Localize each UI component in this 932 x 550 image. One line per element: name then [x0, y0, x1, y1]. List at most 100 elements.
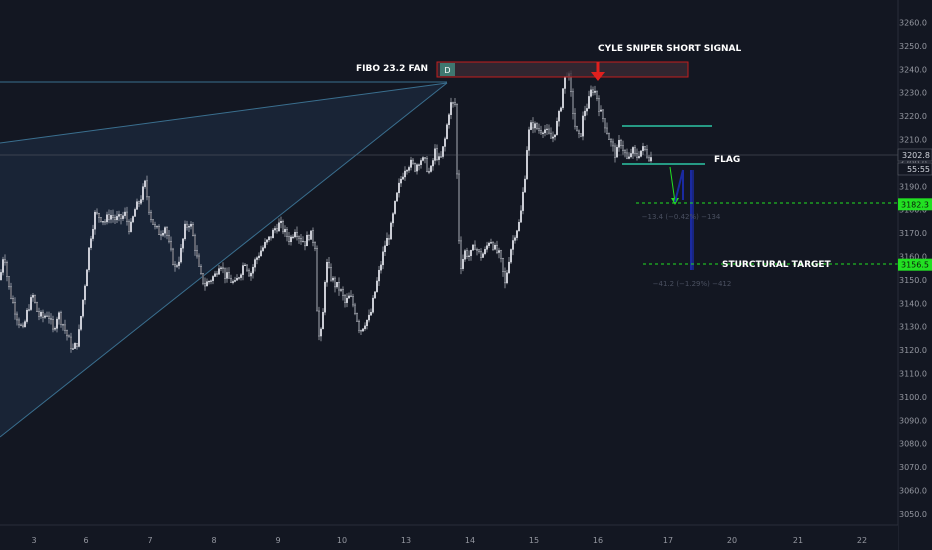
candle-body: [251, 266, 254, 274]
candle-body: [398, 182, 401, 194]
y-tick-label: 3160.0: [899, 253, 927, 262]
candle-body: [177, 261, 180, 266]
candle-body: [430, 165, 433, 172]
time-axis[interactable]: 3 6 7 8 9 10 13 14 15 16 17 20 21 22: [0, 524, 898, 550]
candle-body: [536, 123, 539, 129]
box-tag-bg: [440, 63, 455, 76]
candle-body: [276, 228, 279, 232]
candle-body: [73, 343, 76, 349]
candle-body: [24, 321, 27, 328]
candle-body: [284, 229, 287, 233]
candle-body: [157, 226, 160, 235]
candle-body: [624, 150, 627, 154]
candle-body: [604, 118, 607, 129]
candle-body: [314, 242, 317, 249]
current-price-badge: [897, 148, 932, 162]
candle-body: [165, 227, 168, 236]
candle-body: [426, 158, 429, 172]
candle-body: [0, 272, 2, 281]
candle-body: [149, 211, 152, 220]
candle-body: [145, 180, 148, 198]
candle-body: [582, 115, 585, 137]
target-price-label: 3156.5: [901, 261, 929, 270]
y-tick-label: 3220.0: [899, 112, 927, 121]
candle-body: [396, 192, 399, 202]
candle-body: [288, 236, 291, 243]
candle-body: [75, 343, 78, 347]
candle-body: [111, 215, 114, 218]
candle-body: [386, 237, 389, 246]
price-axis[interactable]: 3260.03250.03240.03230.03220.03210.03200…: [897, 0, 932, 550]
candle-body: [590, 89, 593, 97]
candle-body: [600, 109, 603, 112]
candle-body: [62, 324, 65, 326]
candle-body: [167, 235, 170, 242]
candle-body: [332, 277, 335, 281]
candle-body: [320, 328, 323, 337]
candle-body: [576, 125, 579, 132]
candle-body: [205, 281, 208, 287]
candle-body: [67, 335, 70, 338]
candle-body: [256, 257, 259, 260]
y-tick-label: 3060.0: [899, 487, 927, 496]
candle-body: [492, 242, 495, 250]
current-price-label: 3202.8: [902, 151, 930, 160]
y-tick-label: 3230.0: [899, 89, 927, 98]
candle-body: [526, 150, 529, 180]
candle-body: [574, 113, 577, 127]
candle-body: [474, 244, 477, 250]
candle-body: [342, 289, 345, 296]
candle-body: [316, 248, 319, 312]
candle-body: [187, 226, 190, 228]
candle-body: [520, 210, 523, 223]
candle-body: [472, 244, 475, 251]
candle-body: [264, 241, 267, 248]
candle-body: [648, 156, 651, 162]
y-tick-label: 3130.0: [899, 323, 927, 332]
candle-body: [81, 299, 84, 317]
candle-body: [350, 295, 353, 297]
candle-body: [270, 236, 273, 239]
candle-body: [642, 146, 645, 151]
supply-box[interactable]: D: [436, 61, 689, 78]
x-tick-label: 8: [211, 536, 216, 545]
y-tick-label: 3100.0: [899, 393, 927, 402]
candle-body: [217, 268, 220, 275]
candle-body: [225, 272, 228, 279]
candle-body: [183, 223, 186, 240]
candle-body: [556, 120, 559, 135]
blue-projection: [674, 169, 694, 270]
candle-body: [540, 130, 543, 134]
candle-body: [508, 261, 511, 274]
candle-body: [322, 312, 325, 330]
target-price-label: 3182.3: [901, 200, 929, 209]
fibo-fan[interactable]: [0, 81, 448, 438]
measure-label-1: −13.4 (−0.42%) −134: [642, 213, 721, 221]
candle-body: [490, 242, 493, 244]
candle-body: [123, 211, 126, 216]
candle-body: [616, 147, 619, 158]
candle-body: [28, 309, 31, 311]
fan-level-1: [0, 82, 448, 144]
candle-body: [594, 90, 597, 93]
candle-body: [58, 312, 61, 320]
candle-body: [580, 133, 583, 137]
candle-body: [562, 88, 565, 109]
candle-body: [85, 269, 88, 287]
candle-body: [302, 240, 305, 243]
candle-body: [632, 147, 635, 154]
candle-body: [618, 140, 621, 148]
candle-body: [105, 214, 108, 223]
candle-body: [482, 253, 485, 258]
candle-body: [193, 235, 196, 251]
candle-body: [253, 259, 256, 268]
candle-body: [644, 146, 647, 150]
candle-body: [278, 222, 281, 232]
candle-body: [115, 216, 118, 221]
candle-body: [534, 123, 537, 129]
candle-body: [560, 107, 563, 112]
candle-body: [420, 160, 423, 165]
candle-body: [564, 76, 567, 89]
candle-body: [191, 224, 194, 237]
